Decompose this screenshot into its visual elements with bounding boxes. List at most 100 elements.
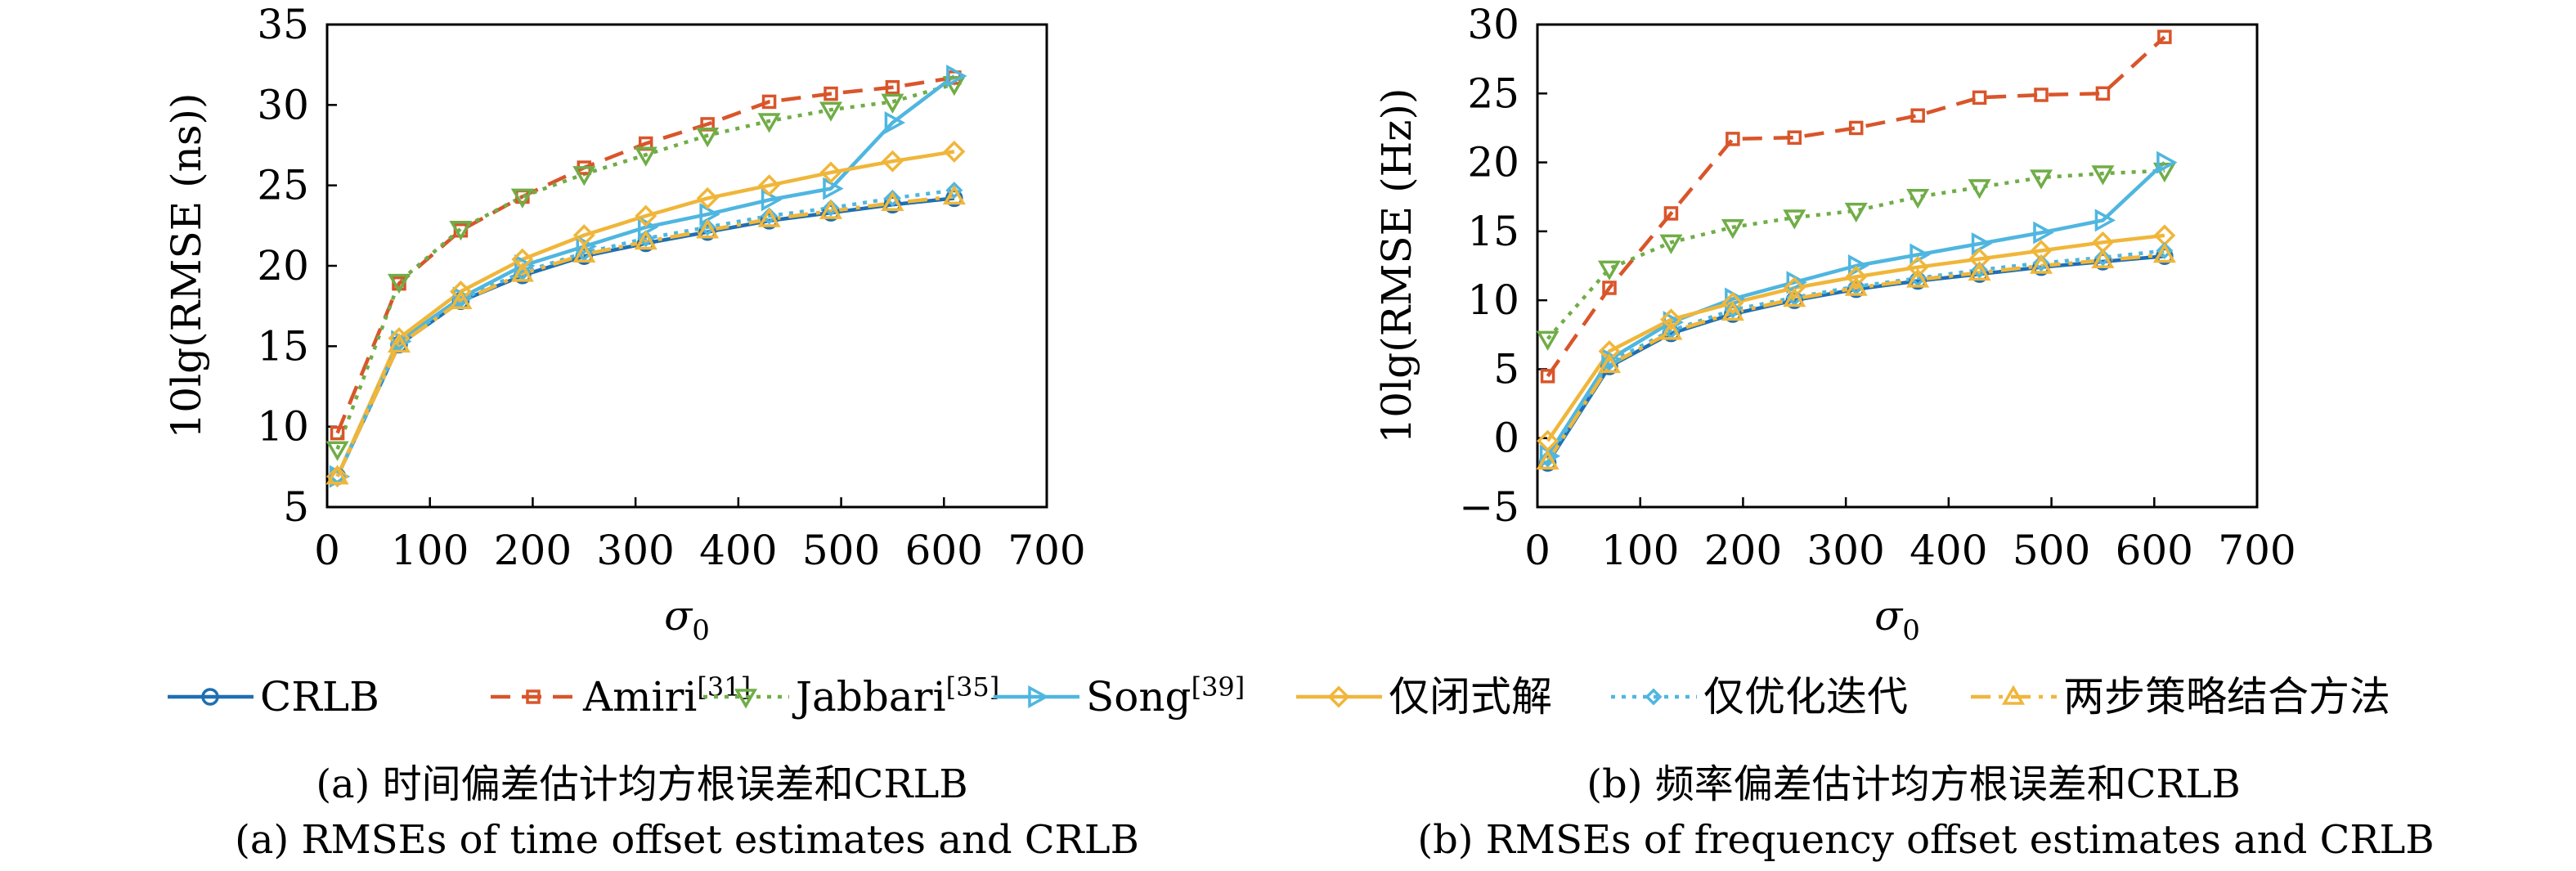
legend: CRLB Amiri[31] Jabbari[35] Song[39] 仅闭式解 仅优化迭… bbox=[168, 671, 2390, 721]
legend-marker-amiri bbox=[526, 689, 541, 704]
legend-marker-jabbari bbox=[734, 689, 758, 709]
panel-b-series-amiri-line bbox=[1546, 35, 2166, 378]
legend-label-crlb: CRLB bbox=[260, 673, 379, 721]
panel-a-series-twostep-point bbox=[696, 218, 720, 239]
panel-a-xtick-label: 0 bbox=[314, 527, 340, 574]
panel-b-series-jabbari-point bbox=[1536, 330, 1560, 351]
panel-b-series-twostep-point bbox=[2152, 243, 2176, 263]
panel-a-series-song-point bbox=[761, 188, 783, 212]
panel-a-series-jabbari-point bbox=[757, 113, 781, 133]
panel-b-ytick-label: 20 bbox=[1467, 139, 1519, 186]
panel-a-series-twostep-line bbox=[335, 195, 955, 478]
legend-marker-iter bbox=[1645, 688, 1663, 706]
panel-a-series-jabbari-point bbox=[449, 221, 473, 241]
panel-a-caption-en: (a) RMSEs of time offset estimates and C… bbox=[235, 817, 1139, 863]
panel-b-series-amiri-point bbox=[1602, 281, 1617, 295]
legend-label-closed: 仅闭式解 bbox=[1389, 673, 1552, 721]
panel-b-xtick-label: 0 bbox=[1524, 527, 1551, 574]
panel-a-series-jabbari-point bbox=[510, 188, 534, 209]
legend-citation-jabbari: [35] bbox=[946, 671, 1000, 703]
panel-b-series-song-point bbox=[1539, 444, 1561, 468]
panel-b-xtick-label: 600 bbox=[2116, 527, 2193, 574]
panel-b-series-amiri-point bbox=[1787, 130, 1802, 145]
panel-b-series-twostep-line bbox=[1546, 253, 2165, 463]
panel-a-series-twostep-point bbox=[387, 332, 411, 353]
panel-b-series-closed-point bbox=[1845, 266, 1868, 288]
panel-b-series-twostep-point bbox=[2091, 248, 2115, 269]
panel-a-series-twostep-point bbox=[942, 184, 966, 205]
panel-a-series-jabbari-point bbox=[819, 101, 843, 122]
panel-a-series-twostep-point bbox=[881, 191, 904, 212]
panel-b-xtick-label: 700 bbox=[2218, 527, 2296, 574]
panel-a-series-song-point bbox=[823, 177, 844, 200]
panel-a-series-closed-point bbox=[449, 280, 472, 303]
panel-b-series-song-point bbox=[1601, 348, 1622, 371]
panel-b-series-jabbari-point bbox=[1968, 179, 1991, 200]
panel-b-ytick-label: 25 bbox=[1467, 70, 1519, 117]
legend-text-jabbari: Jabbari bbox=[792, 673, 946, 721]
panel-a-x-axis-symbol: σ bbox=[664, 592, 693, 640]
panel-b-x-axis-symbol: σ bbox=[1874, 592, 1904, 640]
legend-text-closed: 仅闭式解 bbox=[1389, 673, 1552, 721]
panel-b-series-twostep-point bbox=[1783, 286, 1806, 308]
legend-marker-song bbox=[1028, 685, 1049, 708]
panel-b-xtick-label: 300 bbox=[1806, 527, 1884, 574]
panel-b-series-twostep-point bbox=[1536, 449, 1560, 470]
panel-a-ytick-label: 15 bbox=[257, 322, 309, 370]
panel-a-series-twostep-point bbox=[510, 262, 534, 282]
panel-b-series-twostep-point bbox=[2029, 254, 2053, 274]
panel-a-xtick-label: 500 bbox=[802, 527, 880, 574]
panel-a-series-closed-point bbox=[943, 140, 966, 163]
panel-a-series-twostep-point bbox=[819, 199, 843, 219]
panel-a-series-twostep-point bbox=[325, 465, 349, 485]
panel-a-series-iter-point bbox=[822, 199, 840, 217]
panel-a-series-twostep-point bbox=[572, 242, 596, 263]
panel-a-series-closed-line bbox=[335, 150, 955, 478]
panel-b-ytick-label: 10 bbox=[1467, 276, 1519, 324]
panel-b-series-amiri-point bbox=[2034, 88, 2049, 102]
panel-b-xtick-label: 500 bbox=[2013, 527, 2090, 574]
panel-b-series-amiri-point bbox=[1726, 132, 1740, 146]
panel-a-series-jabbari-point bbox=[387, 273, 411, 294]
panel-a-xtick-label: 700 bbox=[1008, 527, 1085, 574]
panel-b-series-song-point bbox=[2033, 221, 2054, 245]
legend-text-amiri: Amiri bbox=[582, 673, 697, 721]
panel-a-series-song-point bbox=[946, 64, 967, 88]
panel-a-series-closed-point bbox=[696, 186, 719, 209]
panel-a-series-closed-point bbox=[326, 465, 349, 488]
panel-b-series-amiri-point bbox=[1910, 108, 1925, 123]
panel-a-xtick-label: 400 bbox=[699, 527, 777, 574]
legend-label-amiri: Amiri[31] bbox=[582, 671, 751, 721]
panel-b-x-axis-label: σ0 bbox=[1874, 592, 1920, 647]
panel-a-xtick-label: 600 bbox=[905, 527, 983, 574]
panel-b-series-amiri-point bbox=[1972, 90, 1987, 106]
panel-a-series-iter-point bbox=[945, 182, 963, 200]
panel-a-series-twostep-point bbox=[757, 207, 781, 227]
legend-label-song: Song[39] bbox=[1086, 671, 1245, 721]
panel-a-series-closed-point bbox=[881, 150, 904, 173]
legend-label-jabbari: Jabbari[35] bbox=[792, 671, 999, 721]
panel-a-series-twostep-point bbox=[449, 289, 473, 310]
panel-a-series-amiri-line bbox=[335, 75, 955, 434]
panel-a-series-iter-point bbox=[761, 207, 779, 225]
panel-b-series-amiri-point bbox=[2157, 29, 2172, 44]
panel-a-time-offset-rmse: 5 10 15 20 25 30 35 0 100 200 300 400 500 600 700 10lg(… bbox=[163, 1, 1086, 647]
panel-a-ytick-label: 30 bbox=[257, 81, 309, 128]
panel-b-series-jabbari-point bbox=[1844, 202, 1868, 223]
legend-marker-closed bbox=[1327, 685, 1350, 708]
panel-a-caption-cn: (a) 时间偏差估计均方根误差和CRLB bbox=[316, 761, 967, 807]
panel-b-series-amiri-point bbox=[1540, 369, 1555, 384]
panel-b-series-twostep-point bbox=[1721, 300, 1744, 321]
panel-b-xtick-label: 100 bbox=[1601, 527, 1679, 574]
panel-b-series-twostep-point bbox=[1659, 320, 1683, 340]
panel-b-series-jabbari-point bbox=[1597, 260, 1622, 281]
legend-text-song: Song bbox=[1086, 673, 1192, 721]
panel-a-series-amiri-point bbox=[885, 79, 900, 95]
panel-b-series-song-point bbox=[2156, 150, 2178, 174]
panel-b-y-axis-label: 10lg(RMSE (Hz)) bbox=[1373, 88, 1420, 443]
panel-a-ytick-label: 25 bbox=[257, 162, 309, 209]
panel-b-series-jabbari-point bbox=[1659, 234, 1683, 254]
panel-a-plot-frame bbox=[325, 23, 1048, 509]
panel-b-series-iter-point bbox=[1539, 450, 1557, 468]
